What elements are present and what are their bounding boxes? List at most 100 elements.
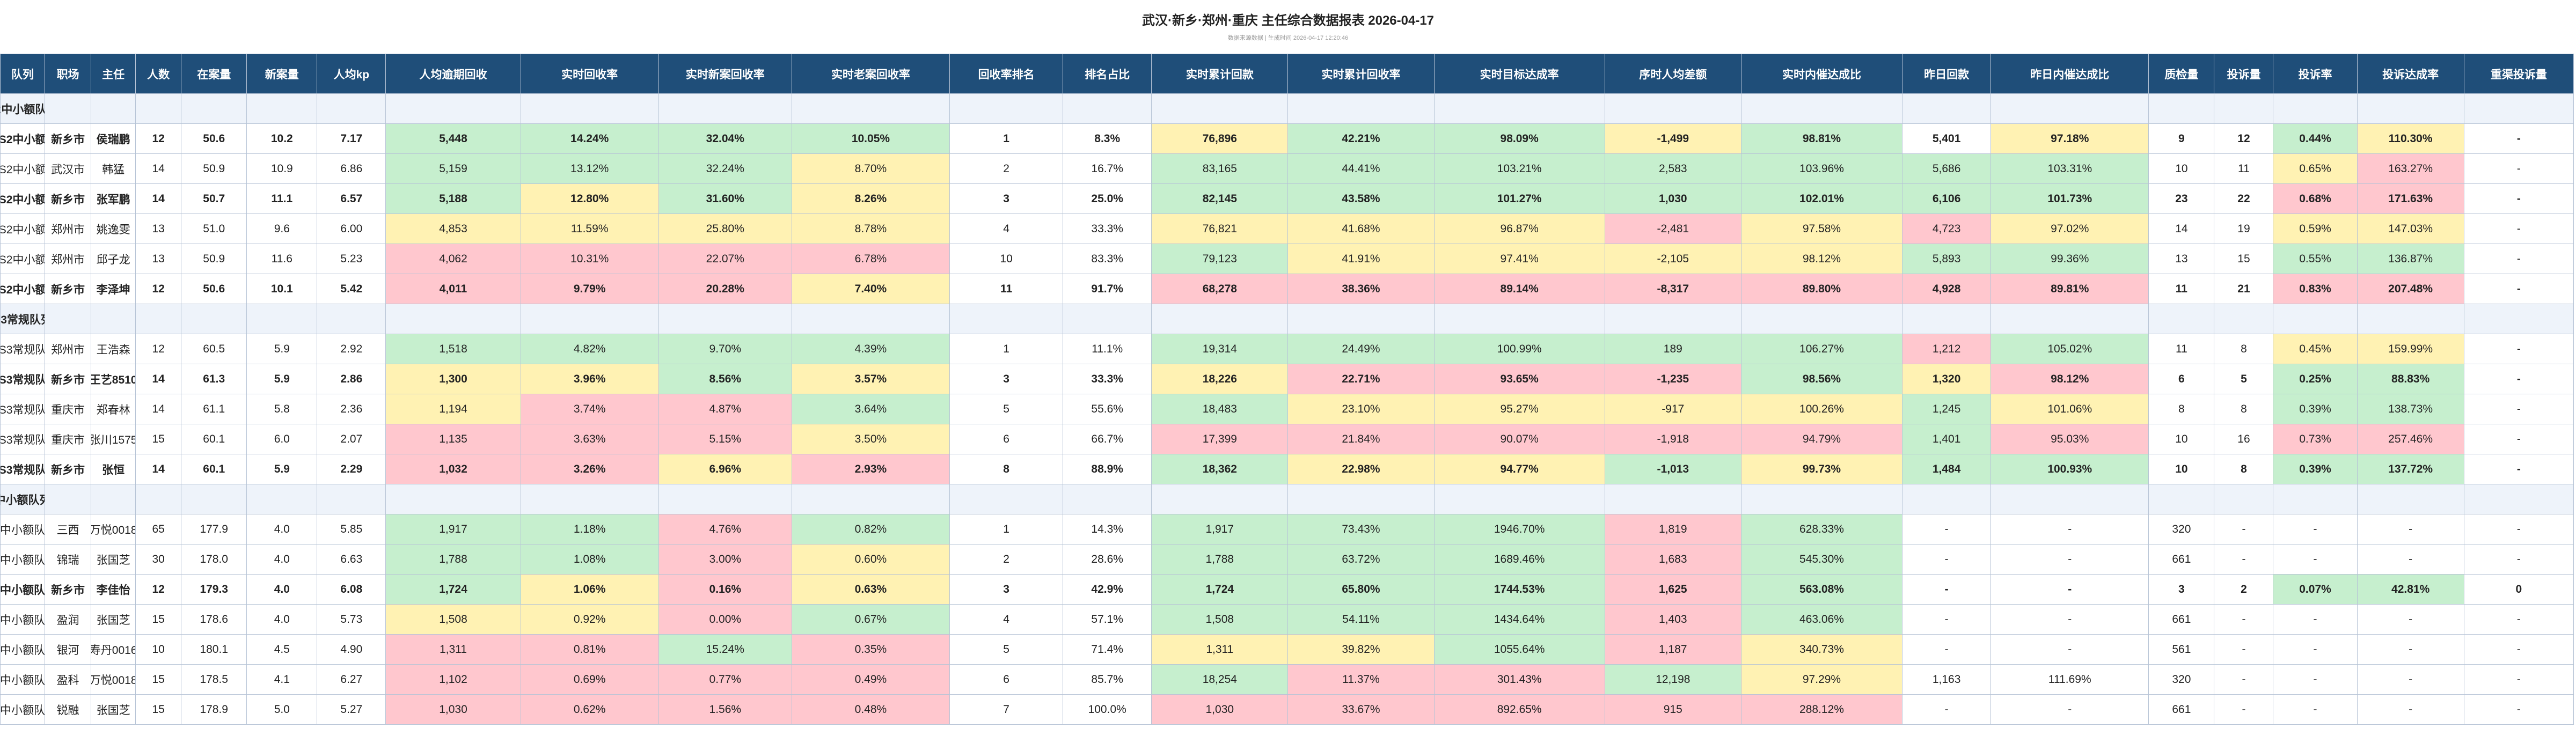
data-cell: 11 [2148, 334, 2215, 364]
cell-text: 13.12% [570, 162, 609, 175]
data-cell: 1,788 [1151, 544, 1289, 575]
section-title [136, 94, 181, 123]
section-cell [1433, 484, 1605, 514]
data-cell: 138.73% [2357, 394, 2464, 424]
data-cell: 137.72% [2357, 454, 2464, 484]
data-cell: - [2214, 544, 2274, 575]
cell-text: 39.82% [1342, 643, 1380, 656]
data-cell: 661 [2148, 604, 2215, 635]
data-cell: 5.15% [658, 424, 792, 454]
cell-text: 14.24% [570, 132, 609, 145]
data-cell: 9.6 [246, 214, 318, 244]
data-cell: 中小额队 [0, 574, 46, 605]
data-cell: 张国芝 [91, 544, 136, 575]
data-cell: - [2463, 183, 2574, 214]
section-cell [91, 304, 136, 334]
cell-text: 2.92 [340, 342, 363, 355]
data-cell: 3.50% [791, 424, 950, 454]
cell-text: 94.79% [1802, 432, 1841, 445]
data-cell: 73.43% [1287, 514, 1435, 544]
data-cell: 101.73% [1990, 183, 2149, 214]
data-cell: - [2463, 424, 2574, 454]
cell-text: 103.21% [1497, 162, 1542, 175]
section-title [2214, 304, 2273, 334]
cell-text: 1,917 [1205, 522, 1234, 535]
data-cell: - [1902, 514, 1992, 544]
data-cell: -1,013 [1604, 454, 1741, 484]
cell-text: 207.48% [2388, 282, 2433, 295]
cell-text: 1,030 [1659, 192, 1687, 205]
section-cell [1902, 304, 1992, 334]
section-title [1902, 304, 1990, 334]
cell-text: 4,011 [439, 282, 467, 295]
data-cell: - [2357, 604, 2464, 635]
data-cell: 6.86 [317, 153, 386, 184]
section-title [136, 304, 181, 334]
header-text: 人数 [147, 68, 170, 81]
data-cell: 14 [2148, 214, 2215, 244]
data-cell: 7.40% [791, 274, 950, 304]
section-cell [1990, 93, 2149, 124]
data-cell: 银河 [45, 634, 92, 665]
cell-text: 179.3 [200, 583, 228, 595]
cell-text: 11.59% [570, 222, 609, 235]
header-text: 序时人均差额 [1639, 68, 1707, 81]
cell-text: 3.64% [854, 402, 887, 415]
data-cell: 13 [135, 214, 182, 244]
data-row: S2中小额 新乡市 张军鹏 14 50.7 11.1 6.57 5,188 12.80% 31.6… [0, 183, 2574, 214]
data-cell: S3常规队 [0, 454, 46, 484]
data-cell: 14 [135, 394, 182, 424]
section-title [659, 94, 792, 123]
column-header: 重渠投诉量 [2463, 54, 2574, 94]
data-cell: 39.82% [1287, 634, 1435, 665]
cell-text: 18,254 [1202, 673, 1237, 686]
data-cell: - [2463, 514, 2574, 544]
cell-text: 0.65% [2299, 162, 2331, 175]
cell-text: 14.3% [1091, 522, 1123, 535]
data-cell: 4.39% [791, 334, 950, 364]
section-cell [2357, 484, 2464, 514]
cell-text: 4.0 [274, 553, 290, 565]
cell-text: 63.72% [1342, 553, 1380, 565]
cell-text: 新乡市 [51, 584, 85, 597]
cell-text: 张国芝 [96, 614, 130, 627]
section-title [1152, 304, 1287, 334]
data-cell: 重庆市 [45, 424, 92, 454]
data-cell: 207.48% [2357, 274, 2464, 304]
cell-text: 19 [2237, 222, 2250, 235]
data-cell: 1,484 [1902, 454, 1992, 484]
data-cell: 32.24% [658, 153, 792, 184]
data-cell: 13 [2148, 244, 2215, 274]
cell-text: 0.48% [854, 703, 887, 716]
data-cell: - [2463, 364, 2574, 394]
data-cell: 4.0 [246, 544, 318, 575]
data-cell: 新乡市 [45, 364, 92, 394]
data-cell: 57.1% [1063, 604, 1152, 635]
cell-text: 15 [2237, 252, 2250, 265]
cell-text: 18,362 [1202, 462, 1237, 475]
section-cell [1990, 484, 2149, 514]
cell-text: - [2516, 553, 2521, 565]
cell-text: 1,788 [1205, 553, 1234, 565]
data-cell: S2中小额 [0, 153, 46, 184]
data-cell: 100.93% [1990, 454, 2149, 484]
data-cell: 4,011 [385, 274, 521, 304]
data-cell: 6.00 [317, 214, 386, 244]
cell-text: 张军鹏 [96, 193, 130, 206]
data-cell: 中小额队 [0, 604, 46, 635]
cell-text: 178.0 [200, 553, 228, 565]
section-cell [317, 304, 386, 334]
data-cell: 6.63 [317, 544, 386, 575]
data-cell: 4.0 [246, 574, 318, 605]
cell-text: - [2409, 553, 2413, 565]
cell-text: 0.45% [2299, 342, 2331, 355]
data-cell: 5.27 [317, 694, 386, 725]
data-cell: - [2214, 694, 2274, 725]
cell-text: 60.1 [203, 432, 225, 445]
data-cell: 103.21% [1433, 153, 1605, 184]
data-cell: 5.23 [317, 244, 386, 274]
data-cell: S3常规队 [0, 394, 46, 424]
cell-text: - [2516, 132, 2521, 145]
column-header: 实时目标达成率 [1433, 54, 1605, 94]
cell-text: - [2068, 643, 2072, 656]
